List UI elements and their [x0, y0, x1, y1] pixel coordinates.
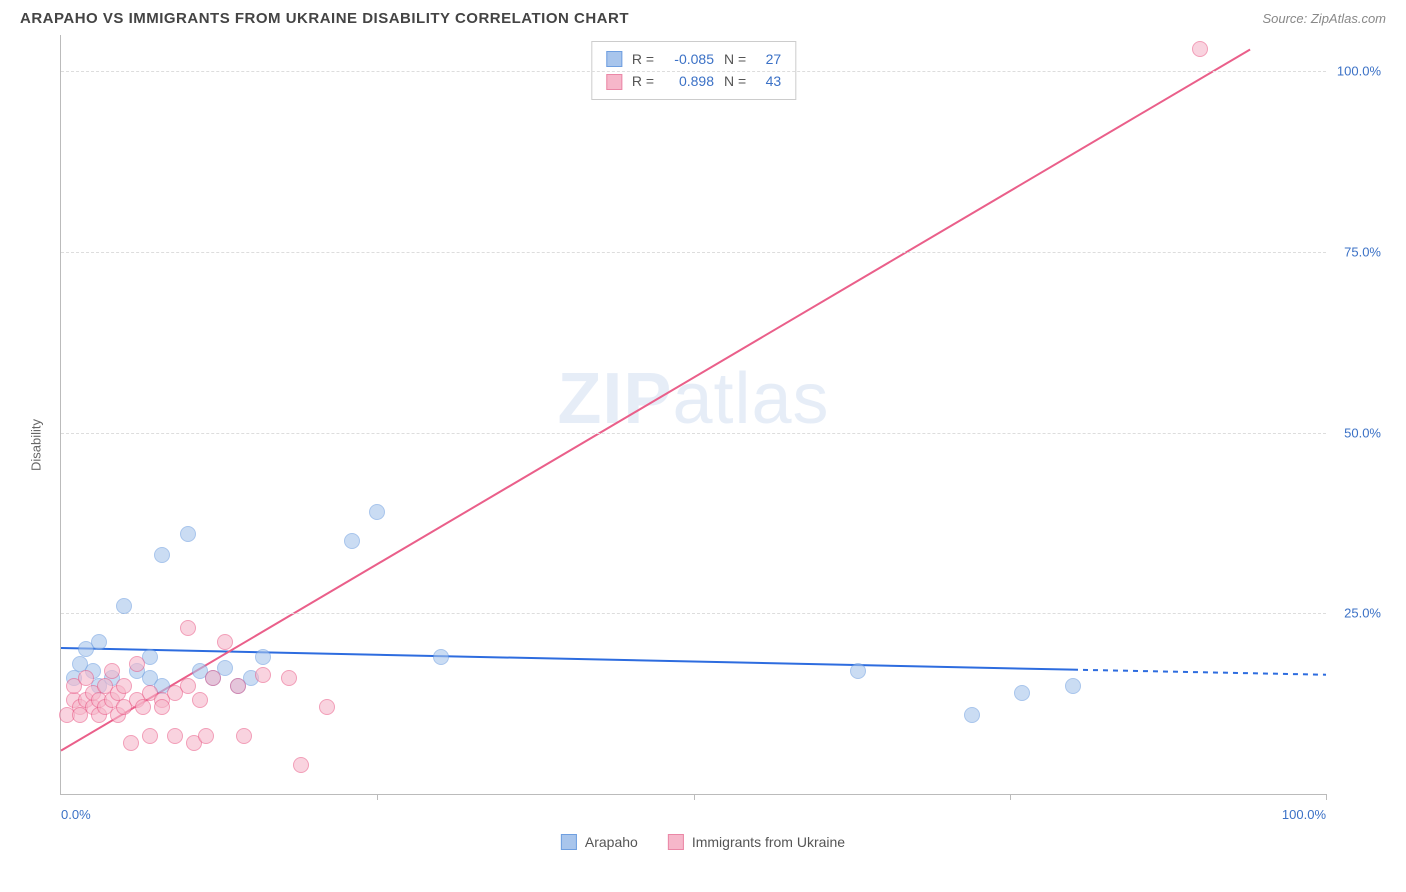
scatter-point	[255, 667, 271, 683]
y-tick-label: 25.0%	[1344, 606, 1381, 621]
scatter-point	[293, 757, 309, 773]
series-swatch	[606, 74, 622, 90]
legend-swatch	[561, 834, 577, 850]
scatter-point	[116, 598, 132, 614]
scatter-point	[104, 663, 120, 679]
y-tick-label: 75.0%	[1344, 244, 1381, 259]
scatter-point	[198, 728, 214, 744]
y-tick-label: 50.0%	[1344, 425, 1381, 440]
scatter-point	[129, 656, 145, 672]
stats-row: R = 0.898 N = 43	[606, 70, 781, 92]
source-attribution: Source: ZipAtlas.com	[1262, 11, 1386, 26]
n-label: N =	[724, 70, 746, 92]
scatter-point	[255, 649, 271, 665]
stats-row: R = -0.085 N = 27	[606, 48, 781, 70]
y-tick-label: 100.0%	[1337, 64, 1381, 79]
r-value: 0.898	[664, 70, 714, 92]
scatter-point	[142, 728, 158, 744]
y-axis-label: Disability	[29, 419, 44, 471]
scatter-point	[1065, 678, 1081, 694]
gridline	[61, 71, 1326, 72]
legend-label: Immigrants from Ukraine	[692, 834, 845, 850]
scatter-point	[180, 620, 196, 636]
r-label: R =	[632, 48, 654, 70]
x-tick-mark	[1326, 794, 1327, 800]
scatter-point	[116, 678, 132, 694]
legend-swatch	[668, 834, 684, 850]
n-value: 27	[756, 48, 781, 70]
n-value: 43	[756, 70, 781, 92]
scatter-point	[369, 504, 385, 520]
chart-title: ARAPAHO VS IMMIGRANTS FROM UKRAINE DISAB…	[20, 10, 629, 27]
scatter-point	[205, 670, 221, 686]
scatter-point	[217, 634, 233, 650]
scatter-point	[236, 728, 252, 744]
gridline	[61, 252, 1326, 253]
scatter-point	[344, 533, 360, 549]
scatter-point	[1192, 41, 1208, 57]
scatter-point	[281, 670, 297, 686]
series-swatch	[606, 51, 622, 67]
regression-line	[61, 648, 1073, 670]
scatter-point	[167, 728, 183, 744]
x-tick-label: 0.0%	[61, 807, 91, 822]
r-value: -0.085	[664, 48, 714, 70]
scatter-point	[180, 678, 196, 694]
n-label: N =	[724, 48, 746, 70]
scatter-point	[180, 526, 196, 542]
scatter-point	[192, 692, 208, 708]
legend-label: Arapaho	[585, 834, 638, 850]
x-tick-mark	[694, 794, 695, 800]
series-legend: Arapaho Immigrants from Ukraine	[561, 834, 845, 850]
scatter-point	[91, 634, 107, 650]
scatter-point	[135, 699, 151, 715]
scatter-point	[319, 699, 335, 715]
scatter-point	[230, 678, 246, 694]
plot-area: ZIPatlas R =-0.085N =27R =0.898N =43 25.…	[60, 35, 1326, 795]
scatter-point	[850, 663, 866, 679]
legend-item: Arapaho	[561, 834, 638, 850]
scatter-point	[154, 699, 170, 715]
scatter-point	[433, 649, 449, 665]
legend-item: Immigrants from Ukraine	[668, 834, 845, 850]
regression-line-extrapolated	[1073, 670, 1326, 675]
r-label: R =	[632, 70, 654, 92]
x-tick-label: 100.0%	[1282, 807, 1326, 822]
scatter-point	[154, 547, 170, 563]
gridline	[61, 613, 1326, 614]
x-tick-mark	[1010, 794, 1011, 800]
gridline	[61, 433, 1326, 434]
x-tick-mark	[377, 794, 378, 800]
scatter-point	[217, 660, 233, 676]
regression-line	[61, 49, 1250, 750]
scatter-point	[1014, 685, 1030, 701]
scatter-point	[123, 735, 139, 751]
scatter-point	[964, 707, 980, 723]
chart-container: Disability ZIPatlas R =-0.085N =27R =0.8…	[20, 35, 1386, 855]
